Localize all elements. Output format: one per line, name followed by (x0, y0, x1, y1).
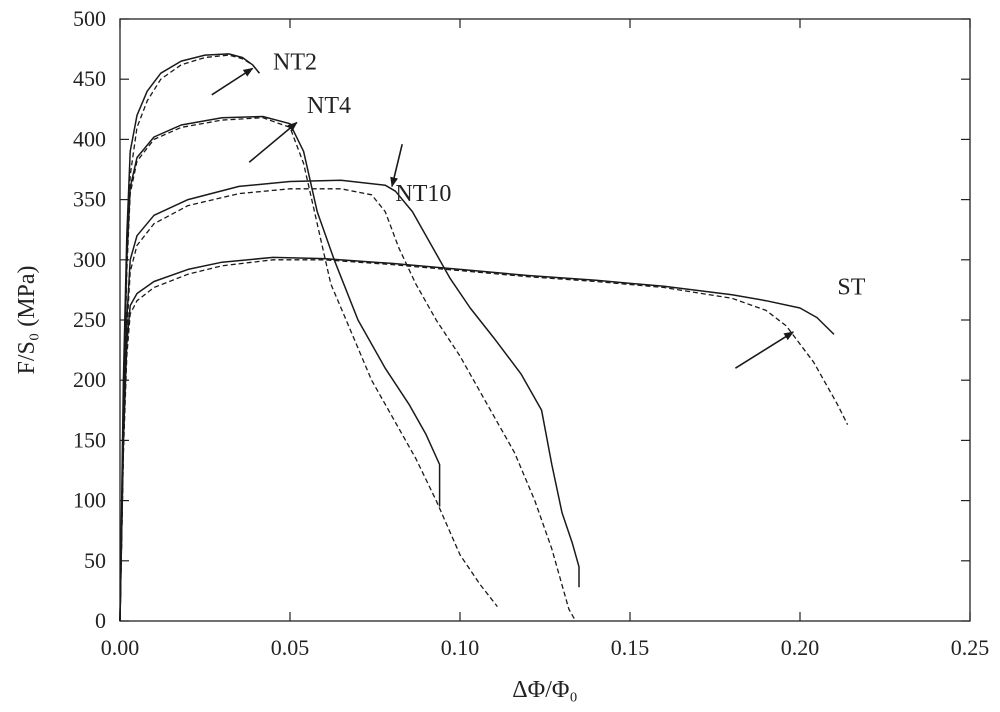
series-nt2-dashed-line (119, 54, 260, 622)
y-tick-label: 200 (73, 367, 106, 392)
x-tick-label: 0.25 (951, 635, 990, 660)
series-nt10-solid-line (119, 179, 580, 622)
y-tick-label: 400 (73, 126, 106, 151)
y-axis-label: F/S₀ (MPa) (14, 265, 40, 374)
series-st-solid-line (119, 256, 835, 622)
y-tick-label: 450 (73, 66, 106, 91)
y-tick-label: 350 (73, 187, 106, 212)
annotation-layer: NT2 NT4 NT10 ST (211, 50, 866, 369)
series-nt10-dashed-line (119, 188, 577, 622)
series-nt4-dashed-line (119, 117, 498, 622)
annotation-label-nt10: NT10 (395, 181, 451, 207)
series-nt2-solid-line (119, 53, 260, 622)
annotation-arrow-nt4 (248, 121, 298, 163)
series-nt4-solid-line (119, 115, 441, 622)
series-st-dashed-line (119, 259, 849, 622)
y-tick-label: 300 (73, 247, 106, 272)
annotation-arrow-st (734, 331, 795, 369)
x-tick-label: 0.10 (441, 635, 480, 660)
annotation-label-nt2: NT2 (273, 50, 317, 76)
annotation-arrow-nt10 (390, 144, 403, 188)
x-tick-label: 0.00 (101, 635, 140, 660)
x-axis-label: ΔΦ/Φ₀ (512, 677, 578, 703)
annotation-label-nt4: NT4 (307, 93, 351, 119)
annotation-arrow-nt2 (211, 67, 254, 96)
annotation-label-st: ST (837, 275, 865, 301)
y-tick-label: 50 (84, 548, 106, 573)
y-tick-label: 150 (73, 427, 106, 452)
y-tick-label: 500 (73, 6, 106, 31)
y-tick-label: 100 (73, 488, 106, 513)
series-layer (119, 53, 849, 622)
y-tick-label: 250 (73, 307, 106, 332)
x-tick-label: 0.20 (781, 635, 820, 660)
axis-ticks: 0.00 0.05 0.10 0.15 0.20 0.25 0 50 100 150 200 250 3… (73, 6, 989, 660)
x-tick-label: 0.05 (271, 635, 310, 660)
x-tick-label: 0.15 (611, 635, 650, 660)
y-tick-label: 0 (95, 608, 106, 633)
